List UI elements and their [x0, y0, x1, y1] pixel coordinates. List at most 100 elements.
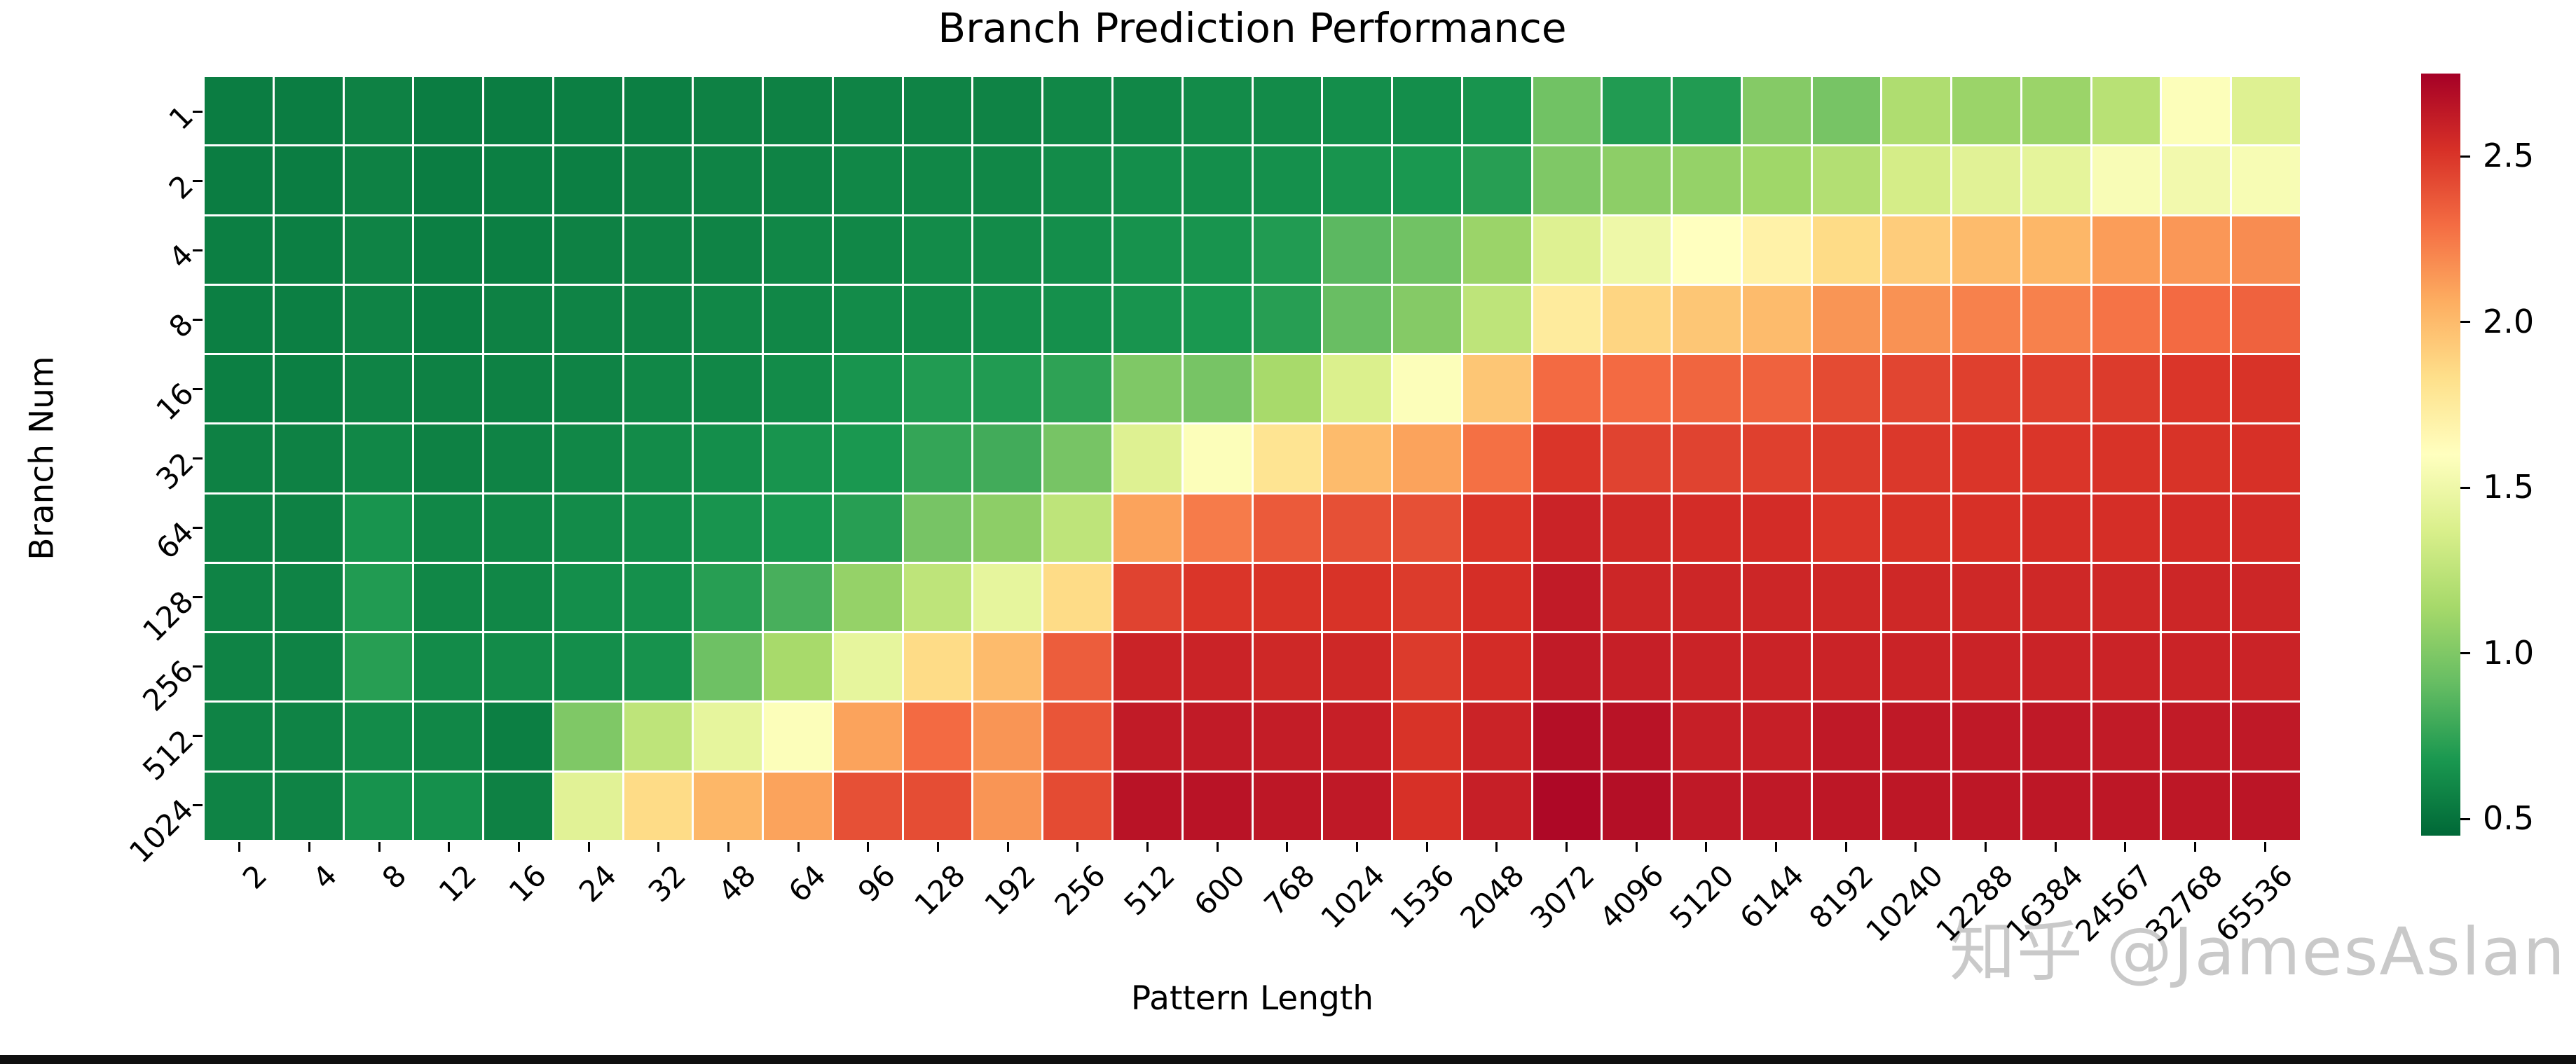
- heatmap-cell: [2022, 285, 2090, 354]
- heatmap-cell: [2092, 772, 2160, 840]
- heatmap-cell: [414, 77, 483, 145]
- heatmap-cell: [1043, 355, 1111, 423]
- heatmap-cell: [2162, 216, 2231, 284]
- heatmap-cell: [1952, 285, 2020, 354]
- axis-tick-mark: [193, 388, 203, 390]
- heatmap-cell: [764, 285, 832, 354]
- heatmap-cell: [903, 216, 972, 284]
- heatmap-cell: [205, 424, 273, 492]
- heatmap-cell: [1673, 494, 1741, 562]
- heatmap-cell: [833, 772, 902, 840]
- heatmap-cell: [973, 285, 1042, 354]
- heatmap-cell: [973, 633, 1042, 701]
- x-tick-label: 8: [376, 858, 413, 896]
- x-tick-label: 192: [978, 858, 1042, 923]
- heatmap-cell: [1323, 355, 1392, 423]
- axis-tick-mark: [2194, 842, 2196, 852]
- heatmap-cell: [414, 494, 483, 562]
- heatmap-cell: [1462, 563, 1531, 632]
- heatmap-cell: [1742, 772, 1811, 840]
- colorbar-tick-mark: [2460, 155, 2470, 158]
- heatmap-cell: [1882, 285, 1951, 354]
- heatmap-cell: [694, 563, 762, 632]
- heatmap-cell: [274, 146, 343, 214]
- heatmap-cell: [903, 703, 972, 771]
- axis-tick-mark: [378, 842, 381, 852]
- heatmap-cell: [344, 494, 413, 562]
- heatmap-cell: [1673, 703, 1741, 771]
- axis-tick-mark: [1705, 842, 1708, 852]
- heatmap-cell: [624, 494, 692, 562]
- heatmap-cell: [1812, 77, 1881, 145]
- axis-tick-mark: [587, 842, 590, 852]
- heatmap-cell: [1603, 563, 1671, 632]
- axis-tick-mark: [1844, 842, 1847, 852]
- heatmap-cell: [2232, 424, 2300, 492]
- heatmap-cell: [1183, 563, 1252, 632]
- heatmap-cell: [1113, 772, 1181, 840]
- heatmap-cell: [1183, 216, 1252, 284]
- heatmap-cell: [1882, 494, 1951, 562]
- colorbar-tick-label: 0.5: [2483, 799, 2535, 838]
- chart-title: Branch Prediction Performance: [938, 4, 1567, 52]
- axis-tick-mark: [193, 804, 203, 806]
- y-tick-label: 2: [162, 167, 200, 206]
- heatmap-cell: [1253, 424, 1322, 492]
- heatmap-cell: [484, 563, 552, 632]
- heatmap-cell: [903, 633, 972, 701]
- heatmap-cell: [554, 77, 622, 145]
- heatmap-cell: [1533, 216, 1601, 284]
- heatmap-cell: [833, 216, 902, 284]
- colorbar-tick-mark: [2460, 817, 2470, 820]
- heatmap-cell: [1742, 424, 1811, 492]
- heatmap-cell: [274, 77, 343, 145]
- heatmap-cell: [2022, 563, 2090, 632]
- heatmap-cell: [1393, 77, 1461, 145]
- heatmap-cell: [1393, 563, 1461, 632]
- heatmap-cell: [1603, 424, 1671, 492]
- axis-tick-mark: [308, 842, 310, 852]
- heatmap-cell: [205, 355, 273, 423]
- heatmap-cell: [1113, 77, 1181, 145]
- axis-tick-mark: [1076, 842, 1079, 852]
- heatmap-cell: [2232, 146, 2300, 214]
- heatmap-cell: [2162, 703, 2231, 771]
- heatmap-cell: [274, 355, 343, 423]
- axis-tick-mark: [1356, 842, 1358, 852]
- heatmap-cell: [414, 216, 483, 284]
- heatmap-cell: [1533, 703, 1601, 771]
- heatmap-cell: [1462, 772, 1531, 840]
- axis-tick-mark: [193, 735, 203, 737]
- heatmap-cell: [414, 563, 483, 632]
- heatmap-cell: [764, 146, 832, 214]
- heatmap-cell: [554, 355, 622, 423]
- heatmap-cell: [1183, 146, 1252, 214]
- heatmap-cell: [2232, 633, 2300, 701]
- heatmap-cell: [1812, 216, 1881, 284]
- heatmap-cell: [694, 633, 762, 701]
- heatmap-cell: [1673, 146, 1741, 214]
- heatmap-cell: [2092, 424, 2160, 492]
- x-tick-label: 32: [642, 858, 693, 909]
- heatmap-cell: [1812, 285, 1881, 354]
- y-tick-label: 512: [135, 722, 200, 787]
- heatmap-cell: [1533, 772, 1601, 840]
- heatmap-cell: [484, 355, 552, 423]
- heatmap-cell: [1533, 285, 1601, 354]
- heatmap-cell: [1253, 633, 1322, 701]
- heatmap-cell: [274, 633, 343, 701]
- heatmap-cell: [1043, 77, 1111, 145]
- heatmap-cell: [1812, 633, 1881, 701]
- heatmap-cell: [1043, 633, 1111, 701]
- heatmap-grid: [205, 77, 2300, 840]
- heatmap-cell: [833, 494, 902, 562]
- heatmap-cell: [1533, 355, 1601, 423]
- x-tick-label: 768: [1257, 858, 1322, 923]
- heatmap-cell: [1183, 285, 1252, 354]
- x-tick-label: 1536: [1383, 858, 1461, 936]
- heatmap-cell: [1882, 355, 1951, 423]
- heatmap-cell: [624, 424, 692, 492]
- heatmap-cell: [1183, 703, 1252, 771]
- heatmap-cell: [1043, 424, 1111, 492]
